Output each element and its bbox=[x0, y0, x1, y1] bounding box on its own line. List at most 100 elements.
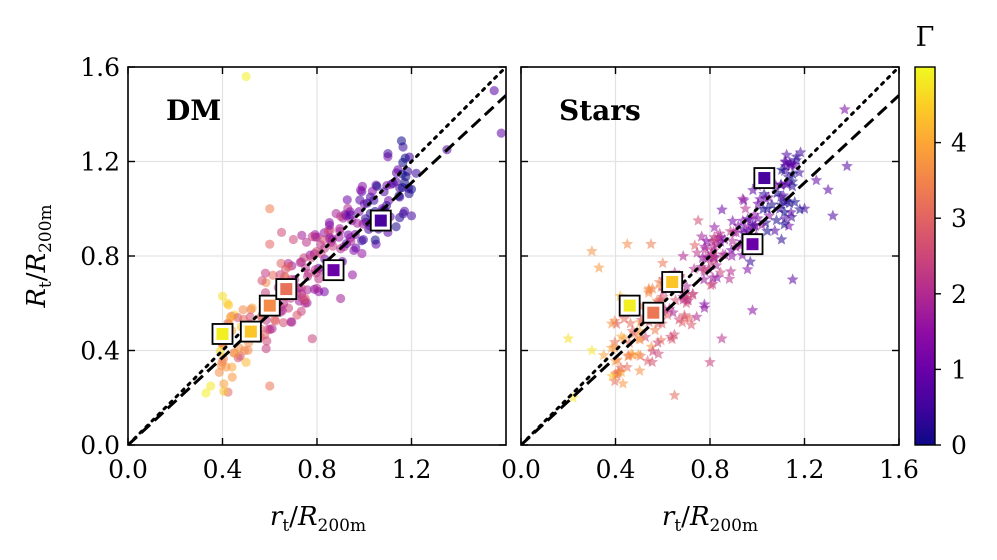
star-point bbox=[656, 256, 669, 269]
x-tick-label: 0.4 bbox=[596, 455, 636, 484]
star-point bbox=[623, 349, 635, 361]
star-point bbox=[761, 202, 774, 214]
circle-point bbox=[355, 195, 365, 205]
star-point bbox=[623, 336, 636, 348]
circle-point bbox=[219, 379, 229, 389]
star-point bbox=[652, 347, 665, 359]
star-point bbox=[685, 318, 698, 330]
colorbar-tick-label: 4 bbox=[951, 129, 967, 158]
y-tick-label: 1.6 bbox=[80, 53, 120, 82]
x-tick-label: 0.4 bbox=[203, 455, 243, 484]
star-point bbox=[611, 353, 624, 365]
highlighted-point bbox=[327, 264, 340, 277]
star-point bbox=[785, 157, 798, 170]
circle-point bbox=[223, 300, 234, 310]
circle-point bbox=[297, 230, 307, 240]
highlighted-point bbox=[647, 306, 660, 319]
star-point bbox=[626, 324, 639, 337]
circle-point bbox=[358, 234, 368, 245]
y-tick-label: 0.0 bbox=[80, 431, 120, 460]
star-point bbox=[826, 209, 839, 221]
star-point bbox=[780, 148, 793, 160]
star-point bbox=[664, 330, 677, 342]
star-point bbox=[698, 301, 711, 313]
circle-point bbox=[336, 211, 346, 222]
star-point bbox=[736, 214, 749, 226]
star-point bbox=[597, 349, 610, 361]
reference-lines bbox=[521, 67, 899, 445]
circle-point bbox=[343, 230, 353, 240]
star-point bbox=[680, 280, 693, 292]
y-tick-label: 0.4 bbox=[80, 337, 120, 366]
star-point bbox=[779, 156, 792, 168]
circle-point bbox=[324, 220, 335, 230]
star-point bbox=[716, 203, 728, 215]
star-point bbox=[632, 348, 645, 360]
circle-point bbox=[358, 219, 368, 229]
star-point bbox=[677, 250, 690, 262]
star-point bbox=[822, 183, 835, 195]
x-tick-label: 1.2 bbox=[392, 455, 432, 484]
highlighted-point bbox=[244, 325, 257, 338]
circle-point bbox=[312, 283, 322, 293]
star-point bbox=[775, 233, 788, 245]
y-axis-label: Rt/R200m bbox=[22, 204, 56, 308]
star-point bbox=[617, 377, 629, 389]
star-point bbox=[688, 239, 701, 251]
star-point bbox=[692, 214, 705, 226]
star-point bbox=[624, 317, 637, 329]
star-point bbox=[646, 345, 659, 357]
panel-title: Stars bbox=[559, 94, 641, 127]
circle-point bbox=[370, 235, 380, 245]
circle-point bbox=[240, 345, 250, 356]
star-point bbox=[732, 219, 745, 232]
circle-point bbox=[398, 209, 408, 219]
circle-point bbox=[301, 237, 312, 247]
star-point bbox=[651, 336, 664, 348]
circle-point bbox=[489, 86, 499, 96]
star-point bbox=[793, 166, 806, 178]
star-point bbox=[585, 245, 598, 257]
star-point bbox=[768, 224, 781, 236]
circle-point bbox=[216, 360, 226, 370]
circle-point bbox=[201, 388, 211, 398]
star-point bbox=[633, 364, 646, 376]
star-point bbox=[615, 330, 628, 342]
circle-point bbox=[261, 344, 271, 354]
colorbar-tick-label: 2 bbox=[951, 280, 967, 309]
circle-point bbox=[265, 239, 275, 249]
x-tick-label: 0.0 bbox=[108, 455, 148, 484]
star-point bbox=[562, 332, 575, 344]
circle-point bbox=[307, 231, 317, 242]
grid bbox=[521, 67, 899, 445]
star-point bbox=[739, 202, 752, 214]
fit-line bbox=[128, 94, 506, 445]
star-point bbox=[677, 293, 690, 305]
circle-point bbox=[276, 227, 287, 237]
circle-point bbox=[247, 303, 257, 313]
circle-point bbox=[357, 181, 368, 192]
x-axis-label: rt/R200m bbox=[662, 502, 758, 536]
star-point bbox=[700, 235, 713, 247]
star-point bbox=[618, 312, 631, 324]
circle-point bbox=[302, 285, 312, 295]
circle-point bbox=[391, 222, 401, 232]
star-point bbox=[778, 196, 790, 208]
circle-point bbox=[383, 149, 393, 159]
star-point bbox=[641, 354, 654, 366]
star-point bbox=[741, 263, 754, 275]
star-point bbox=[698, 240, 711, 252]
circle-point bbox=[278, 299, 289, 309]
highlighted-point bbox=[280, 283, 293, 296]
star-point bbox=[585, 344, 598, 356]
star-point bbox=[593, 261, 605, 273]
star-point bbox=[615, 365, 628, 378]
star-point bbox=[691, 246, 703, 258]
circle-point bbox=[238, 305, 248, 315]
star-point bbox=[661, 308, 674, 321]
star-point bbox=[747, 184, 759, 196]
star-point bbox=[810, 174, 823, 186]
star-point bbox=[785, 210, 798, 223]
star-point bbox=[751, 212, 764, 224]
